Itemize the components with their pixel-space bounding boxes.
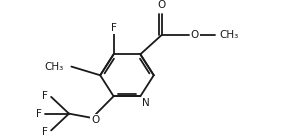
Text: F: F (42, 91, 48, 101)
Text: O: O (91, 115, 99, 125)
Text: F: F (36, 109, 41, 119)
Text: CH₃: CH₃ (45, 62, 64, 72)
Text: O: O (158, 1, 166, 10)
Text: F: F (42, 127, 48, 137)
Text: F: F (111, 23, 117, 33)
Text: CH₃: CH₃ (219, 30, 239, 40)
Text: N: N (143, 98, 150, 108)
Text: O: O (191, 30, 199, 40)
